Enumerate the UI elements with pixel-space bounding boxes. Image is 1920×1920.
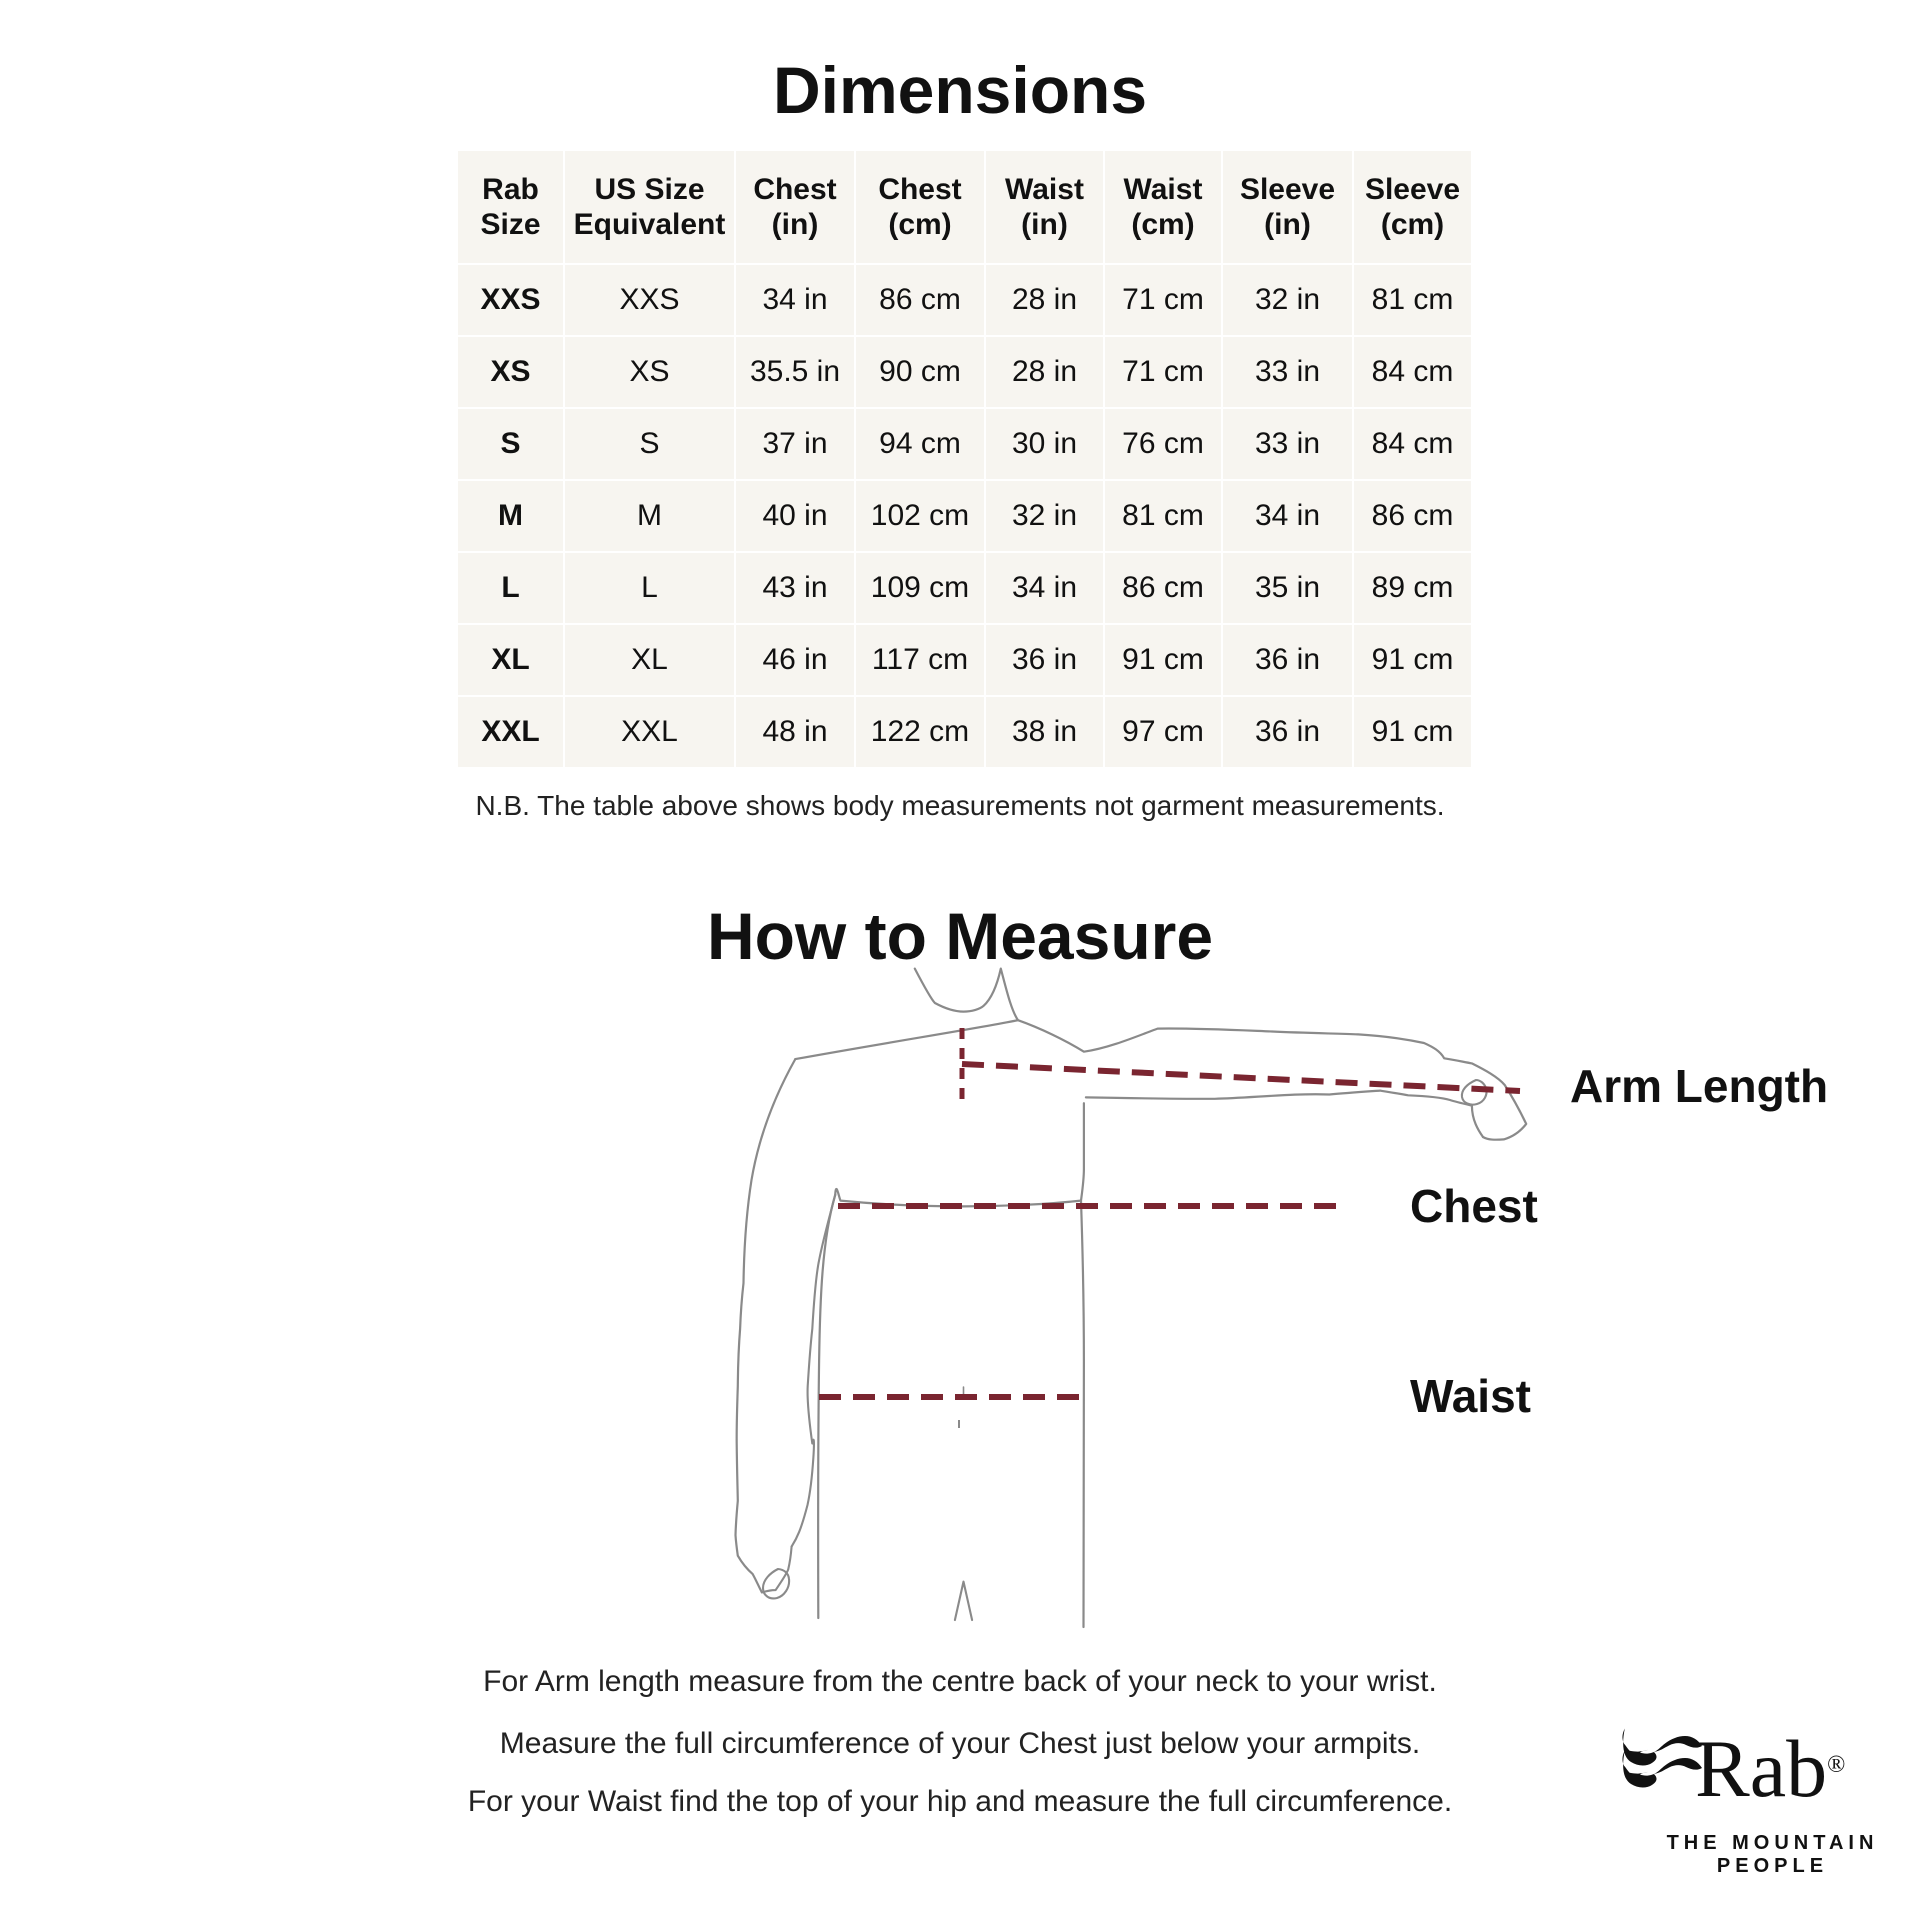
svg-text:Chest: Chest: [1410, 1180, 1538, 1232]
svg-text:Waist: Waist: [1410, 1370, 1531, 1422]
svg-text:Arm Length: Arm Length: [1570, 1060, 1828, 1112]
